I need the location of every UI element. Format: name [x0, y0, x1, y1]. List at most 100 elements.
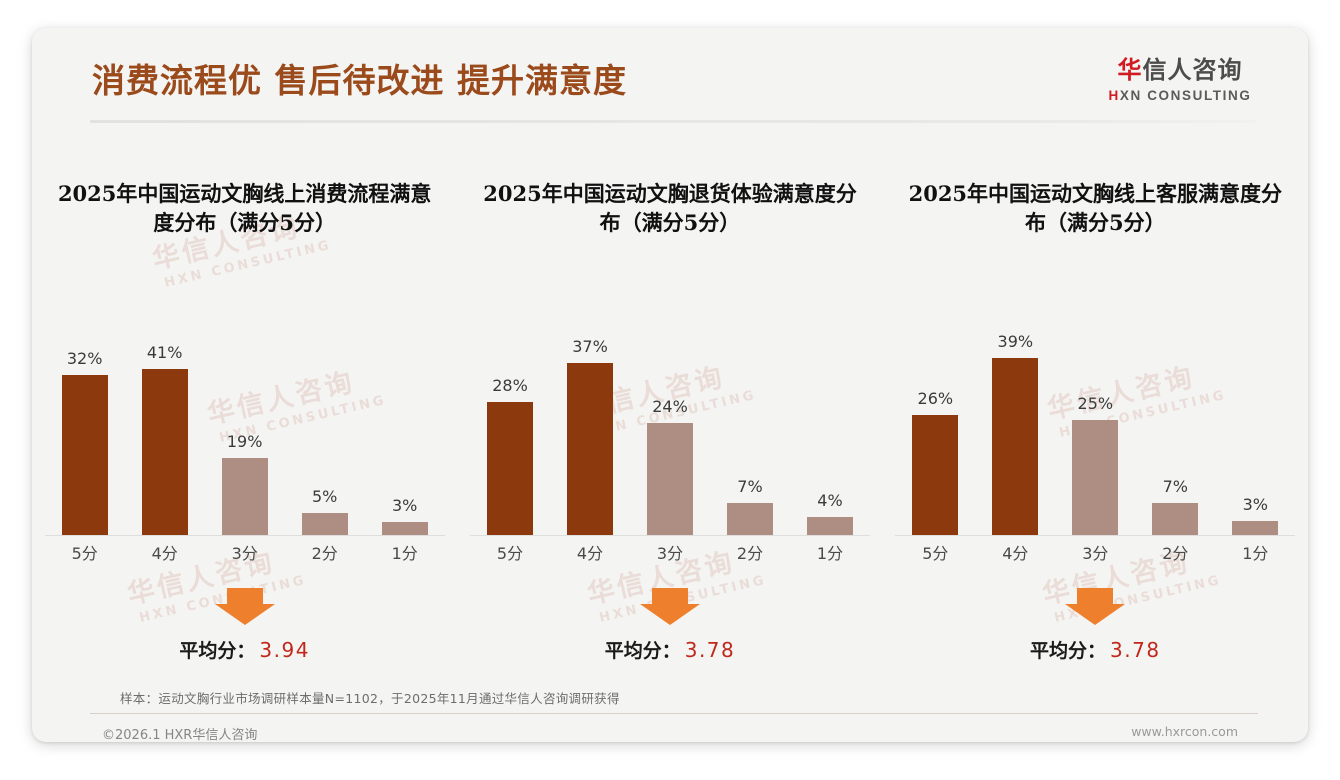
- bar[interactable]: [486, 402, 533, 535]
- average-value: 3.78: [1110, 638, 1161, 662]
- down-arrow-wrap: [895, 586, 1295, 626]
- average-score-line: 平均分： 3.78: [460, 636, 880, 663]
- average-label: 平均分：: [604, 640, 681, 662]
- bar-item: 37%: [550, 308, 630, 535]
- x-tick-label: 2分: [736, 544, 764, 563]
- bar[interactable]: [1072, 420, 1119, 535]
- bar-value-label: 3%: [391, 496, 418, 515]
- x-axis-labels: 5分 4分 3分 2分 1分: [45, 540, 445, 564]
- x-tick-label: 4分: [151, 544, 178, 563]
- logo-hua-char: 华: [1117, 56, 1143, 84]
- bar-value-label: 7%: [1162, 477, 1188, 496]
- bar[interactable]: [726, 503, 773, 535]
- logo-cn-rest: 信人咨询: [1142, 56, 1243, 84]
- bar[interactable]: [992, 358, 1039, 535]
- x-axis-line: [44, 535, 445, 536]
- charts-row: 2025年中国运动文胸线上消费流程满意度分布（满分5分） 32% 41% 19%: [32, 148, 1308, 668]
- chart-title: 2025年中国运动文胸线上消费流程满意度分布（满分5分）: [57, 181, 432, 235]
- logo-en-rest: XN CONSULTING: [1119, 88, 1252, 103]
- chart-plot: 28% 37% 24% 7%: [469, 308, 870, 536]
- bar-item: 7%: [710, 308, 790, 535]
- average-label: 平均分：: [179, 640, 256, 662]
- x-axis-line: [895, 535, 1296, 536]
- bar-value-label: 24%: [652, 397, 688, 416]
- average-score-line: 平均分： 3.94: [35, 636, 455, 663]
- bar-value-label: 7%: [737, 477, 763, 496]
- bar-item: 5%: [285, 308, 365, 535]
- x-tick-label: 4分: [576, 544, 604, 563]
- bar-item: 26%: [895, 308, 975, 535]
- bar-item: 28%: [470, 308, 550, 535]
- x-axis-labels: 5分 4分 3分 2分 1分: [470, 540, 870, 564]
- bar-item: 7%: [1135, 308, 1215, 535]
- chart-panel-3: 2025年中国运动文胸线上客服满意度分布（满分5分） 26% 39% 25%: [883, 148, 1308, 668]
- down-arrow-wrap: [45, 586, 445, 626]
- x-tick-label: 1分: [391, 544, 418, 563]
- x-tick-label: 2分: [311, 544, 338, 563]
- bar-group: 28% 37% 24% 7%: [470, 308, 870, 535]
- bar[interactable]: [61, 375, 108, 535]
- slide-header: 消费流程优 售后待改进 提升满意度 华信人咨询 HXN CONSULTING: [32, 28, 1308, 121]
- footer-divider: [90, 713, 1258, 714]
- bar-value-label: 28%: [492, 376, 528, 395]
- bar[interactable]: [566, 363, 613, 535]
- bar-item: 25%: [1055, 308, 1135, 535]
- bar[interactable]: [912, 415, 959, 535]
- bar[interactable]: [806, 517, 853, 535]
- x-axis-line: [469, 535, 870, 536]
- chart-plot: 32% 41% 19% 5%: [44, 308, 445, 536]
- x-tick-label: 3分: [656, 544, 684, 563]
- bar-value-label: 5%: [311, 487, 338, 506]
- chart-plot: 26% 39% 25% 7%: [895, 308, 1296, 536]
- x-tick-label: 4分: [1002, 544, 1029, 563]
- bar-value-label: 32%: [66, 349, 103, 368]
- x-tick-label: 5分: [71, 544, 98, 563]
- bar[interactable]: [141, 369, 188, 535]
- bar-group: 26% 39% 25% 7%: [895, 308, 1295, 535]
- sample-footnote: 样本：运动文胸行业市场调研样本量N=1102，于2025年11月通过华信人咨询调…: [120, 691, 620, 706]
- bar-item: 4%: [790, 308, 870, 535]
- bar-item: 19%: [205, 308, 285, 535]
- bar-item: 24%: [630, 308, 710, 535]
- bar-value-label: 39%: [997, 332, 1034, 351]
- chart-panel-2: 2025年中国运动文胸退货体验满意度分布（满分5分） 28% 37% 24%: [457, 148, 882, 668]
- bar[interactable]: [221, 458, 268, 535]
- x-axis-labels: 5分 4分 3分 2分 1分: [895, 540, 1295, 564]
- bar-item: 3%: [365, 308, 445, 535]
- bar-value-label: 19%: [226, 432, 263, 451]
- down-arrow-wrap: [470, 586, 870, 626]
- x-tick-label: 2分: [1162, 544, 1189, 563]
- x-tick-label: 3分: [1082, 544, 1109, 563]
- bar-value-label: 37%: [572, 337, 608, 356]
- average-label: 平均分：: [1030, 640, 1107, 662]
- bar[interactable]: [301, 513, 348, 535]
- bar[interactable]: [1232, 521, 1279, 535]
- bar[interactable]: [646, 423, 693, 535]
- logo-en-highlight: H: [1108, 88, 1120, 103]
- copyright-text: ©2026.1 HXR华信人咨询: [102, 728, 258, 742]
- bar-group: 32% 41% 19% 5%: [45, 308, 445, 535]
- x-tick-label: 1分: [1242, 544, 1269, 563]
- header-divider: [90, 120, 1255, 123]
- logo-chinese: 华信人咨询: [1090, 50, 1270, 85]
- website-url[interactable]: www.hxrcon.com: [1131, 724, 1238, 739]
- down-arrow-icon: [1065, 588, 1126, 625]
- x-tick-label: 1分: [816, 544, 844, 563]
- chart-title: 2025年中国运动文胸线上客服满意度分布（满分5分）: [908, 181, 1283, 235]
- company-logo: 华信人咨询 HXN CONSULTING: [1090, 50, 1270, 103]
- bar-item: 39%: [975, 308, 1055, 535]
- bar-item: 32%: [45, 308, 125, 535]
- page-title: 消费流程优 售后待改进 提升满意度: [92, 61, 627, 100]
- bar-value-label: 41%: [146, 343, 183, 362]
- bar-item: 3%: [1215, 308, 1295, 535]
- down-arrow-icon: [639, 588, 700, 625]
- bar[interactable]: [381, 522, 428, 535]
- down-arrow-icon: [214, 588, 275, 625]
- x-tick-label: 3分: [231, 544, 258, 563]
- bar[interactable]: [1152, 503, 1199, 535]
- logo-english: HXN CONSULTING: [1090, 88, 1270, 103]
- slide-card: 华信人咨询 HXN CONSULTING 华信人咨询 HXN CONSULTIN…: [32, 28, 1308, 742]
- bar-item: 41%: [125, 308, 205, 535]
- average-value: 3.78: [684, 638, 736, 662]
